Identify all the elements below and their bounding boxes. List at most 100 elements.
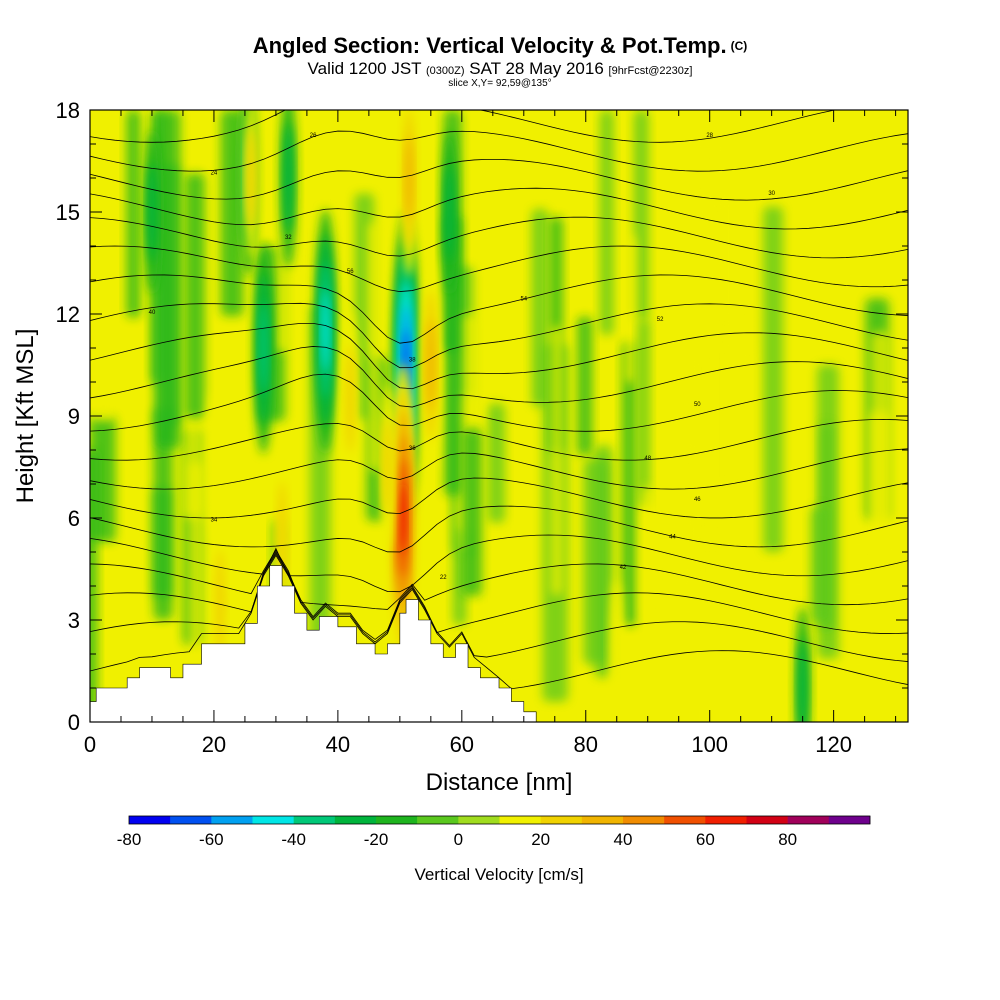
colorbar-swatch — [664, 816, 706, 824]
colorbar-swatch — [540, 816, 583, 824]
x-tick-label: 0 — [84, 732, 96, 757]
y-tick-label: 18 — [56, 98, 80, 123]
pot-temp-isoline — [90, 187, 908, 230]
colorbar-swatch — [787, 816, 830, 824]
field-stripe — [220, 110, 244, 317]
y-tick-label: 6 — [68, 506, 80, 531]
contour-label: 54 — [520, 296, 527, 302]
colorbar-swatch — [828, 816, 871, 824]
colorbar-tick-label: 80 — [778, 830, 797, 849]
valid-time: Valid 1200 JST — [307, 59, 422, 78]
downdraft-cell — [259, 302, 268, 394]
colorbar-swatch — [458, 816, 500, 824]
pot-temp-isoline — [90, 322, 908, 390]
contour-label: 38 — [409, 358, 416, 364]
pot-temp-isoline — [90, 110, 837, 143]
downdraft-cell — [444, 162, 454, 262]
colorbar-swatch — [623, 816, 665, 824]
colorbar-title: Vertical Velocity [cm/s] — [414, 865, 583, 884]
field-stripe — [621, 341, 636, 627]
colorbar-swatch — [170, 816, 212, 824]
x-tick-label: 100 — [691, 732, 728, 757]
x-tick-label: 40 — [326, 732, 350, 757]
field-stripe — [599, 110, 614, 335]
updraft-cell — [426, 319, 435, 411]
field-stripe — [700, 147, 714, 370]
pot-temp-isoline — [90, 477, 908, 519]
downdraft-cell — [147, 162, 157, 262]
pot-temp-isoline — [90, 505, 908, 553]
field-stripe — [90, 449, 98, 721]
slice-info: slice X,Y= 92,59@135° — [448, 78, 552, 89]
field-stripe — [728, 110, 752, 319]
contour-label: 56 — [347, 269, 354, 275]
contour-label: 26 — [310, 133, 317, 139]
field-stripe — [550, 326, 564, 596]
updraft-cell — [399, 482, 406, 554]
field-stripe — [583, 459, 609, 665]
contour-label: 34 — [211, 517, 218, 523]
field-stripe — [810, 506, 828, 623]
contour-label: 44 — [669, 534, 676, 540]
forecast-info: [9hrFcst@2230z] — [608, 65, 693, 77]
colorbar-swatch — [376, 816, 418, 824]
updraft-cell — [405, 136, 413, 220]
pot-temp-isoline — [90, 302, 908, 369]
colorbar-swatch — [499, 816, 541, 824]
x-tick-label: 60 — [450, 732, 474, 757]
colorbar-tick-label: 40 — [614, 830, 633, 849]
colorbar-swatch — [334, 816, 377, 824]
updraft-cell — [727, 563, 742, 711]
contour-label: 50 — [694, 402, 701, 408]
colorbar-swatch — [293, 816, 336, 824]
contour-label: 28 — [706, 133, 713, 139]
pot-temp-isoline — [90, 549, 908, 610]
field-stripe — [462, 427, 482, 596]
field-stripe — [488, 403, 506, 523]
contour-label: 52 — [657, 317, 664, 323]
y-tick-label: 3 — [68, 608, 80, 633]
pot-temp-isoline — [90, 130, 908, 172]
updraft-cell — [345, 345, 356, 453]
plot-area: 56 54 52 50 48 46 44 42 40 38 36 34 32 30 28 26 24 22 — [90, 110, 908, 722]
chart-title: Angled Section: Vertical Velocity & Pot.… — [252, 33, 748, 58]
y-tick-label: 9 — [68, 404, 80, 429]
updraft-cell — [609, 580, 624, 722]
pot-temp-isoline — [90, 158, 908, 201]
x-tick-label: 20 — [202, 732, 226, 757]
colorbar-swatch — [746, 816, 788, 824]
pot-temp-isoline — [90, 551, 908, 640]
contour-label: 48 — [644, 456, 651, 462]
colorbar-tick-label: 0 — [454, 830, 463, 849]
valid-date: SAT 28 May 2016 — [469, 59, 604, 78]
contour-label: 46 — [694, 497, 701, 503]
colorbar-tick-label: 60 — [696, 830, 715, 849]
contour-label: 24 — [211, 171, 218, 177]
field-stripe — [185, 173, 205, 419]
updraft-cell — [215, 549, 225, 657]
title-unit-suffix: (C) — [730, 39, 748, 53]
updraft-cell — [207, 393, 221, 541]
colorbar-tick-label: -80 — [117, 830, 142, 849]
colorbar-tick-label: -20 — [364, 830, 389, 849]
field-stripe — [763, 206, 784, 552]
pot-temp-isoline — [90, 346, 908, 408]
valid-utc: (0300Z) — [426, 65, 465, 77]
terrain-mask — [90, 565, 908, 722]
colorbar-swatch — [705, 816, 747, 824]
contour-label: 32 — [285, 235, 292, 241]
colorbar: -80 -60 -40 -20 0 20 40 60 80 — [117, 815, 871, 849]
x-tick-label: 80 — [574, 732, 598, 757]
field-stripe — [531, 209, 549, 407]
pot-temp-isoline — [90, 448, 908, 490]
colorbar-swatch — [211, 816, 253, 824]
pot-temp-isoline — [90, 419, 908, 461]
field-stripe — [695, 522, 713, 713]
downdraft-cell — [283, 124, 294, 232]
field-stripe — [577, 316, 593, 456]
field-stripe — [870, 331, 891, 586]
x-tick-label: 120 — [815, 732, 852, 757]
pot-temp-isoline — [90, 274, 908, 344]
y-tick-label: 15 — [56, 200, 80, 225]
